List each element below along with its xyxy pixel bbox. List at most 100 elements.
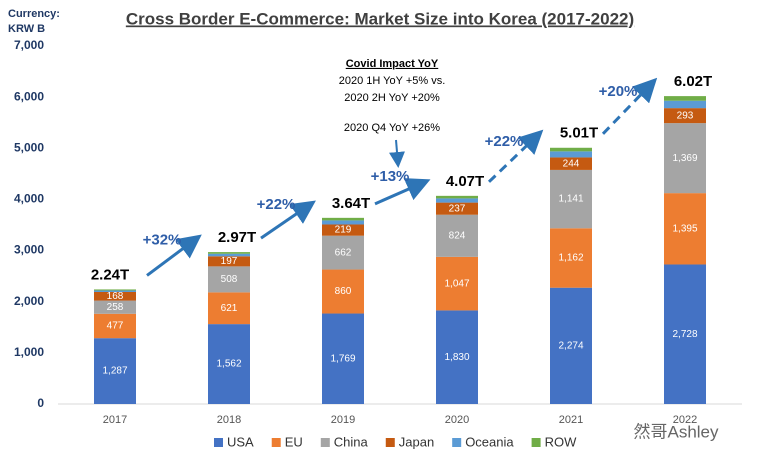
y-tick-label: 5,000 — [14, 140, 44, 154]
note-line: 2020 2H YoY +20% — [344, 92, 440, 104]
total-label: 2.97T — [218, 229, 256, 246]
bar-segment — [436, 195, 478, 199]
legend-swatch — [320, 438, 330, 447]
growth-label: +13% — [371, 168, 410, 185]
growth-arrow — [487, 129, 544, 183]
note-line: 2020 1H YoY +5% vs. — [339, 75, 446, 87]
value-label: 1,830 — [444, 352, 469, 363]
value-label: 508 — [221, 274, 238, 285]
value-label: 293 — [677, 110, 694, 121]
bar-segment — [664, 193, 706, 265]
x-tick-label: 2018 — [217, 414, 241, 426]
bar-segment — [322, 220, 364, 225]
growth-label: +32% — [143, 232, 182, 249]
legend-label: USA — [227, 434, 254, 449]
value-label: 860 — [335, 286, 352, 297]
growth-arrow — [601, 77, 658, 135]
value-label: 477 — [107, 321, 124, 332]
x-tick-label: 2022 — [673, 414, 697, 426]
total-label: 4.07T — [446, 173, 484, 190]
value-label: 621 — [221, 303, 238, 314]
y-tick-label: 3,000 — [14, 243, 44, 257]
note-arrow — [389, 139, 405, 168]
x-tick-label: 2020 — [445, 414, 469, 426]
value-label: 258 — [107, 302, 124, 313]
bar-segment — [208, 253, 250, 257]
y-tick-label: 4,000 — [14, 192, 44, 206]
bar-segment — [664, 264, 706, 404]
bar-segment — [208, 252, 250, 254]
legend-swatch — [271, 438, 281, 447]
value-label: 1,047 — [444, 278, 469, 289]
bar-segment — [550, 169, 592, 229]
bar-segment — [322, 235, 364, 270]
growth-arrow — [374, 178, 431, 206]
bar-segment — [208, 292, 250, 325]
value-label: 237 — [449, 203, 466, 214]
y-axis-label: KRW B — [8, 23, 45, 35]
growth-label: +22% — [485, 133, 524, 150]
bar-segment — [94, 291, 136, 301]
value-label: 1,162 — [558, 253, 583, 264]
bar-segment — [664, 100, 706, 109]
y-tick-label: 2,000 — [14, 294, 44, 308]
x-tick-label: 2019 — [331, 414, 355, 426]
legend-label: Oceania — [465, 434, 514, 449]
bar-segment — [436, 202, 478, 215]
legend-swatch — [214, 438, 223, 447]
value-label: 244 — [563, 158, 580, 169]
bar-segment — [550, 157, 592, 170]
bar-segment — [664, 96, 706, 101]
value-label: 1,369 — [672, 153, 697, 164]
bar-segment — [94, 300, 136, 314]
value-label: 1,141 — [558, 194, 583, 205]
bar-segment — [436, 256, 478, 311]
value-label: 219 — [335, 225, 352, 236]
growth-arrow — [260, 200, 316, 240]
x-tick-label: 2021 — [559, 414, 583, 426]
y-tick-label: 0 — [37, 396, 44, 410]
total-label: 3.64T — [332, 195, 370, 212]
growth-arrow — [146, 234, 202, 277]
note-line: 2020 Q4 YoY +26% — [344, 122, 440, 134]
growth-label: +22% — [257, 196, 296, 213]
legend-label: EU — [285, 434, 303, 449]
bar-segment — [664, 108, 706, 124]
bar-segment — [550, 287, 592, 404]
bar-segment — [550, 147, 592, 152]
bar-segment — [436, 310, 478, 404]
value-label: 2,728 — [672, 329, 697, 340]
total-label: 5.01T — [560, 125, 598, 142]
value-label: 1,287 — [102, 366, 127, 377]
bar-segment — [94, 290, 136, 292]
growth-label: +20% — [599, 83, 638, 100]
total-label: 2.24T — [91, 266, 129, 283]
value-label: 197 — [221, 256, 238, 267]
note-title: Covid Impact YoY — [346, 58, 439, 70]
chart-title: Cross Border E-Commerce: Market Size int… — [126, 9, 634, 28]
bar-segment — [436, 198, 478, 203]
legend-swatch — [385, 438, 395, 447]
bar-segment — [94, 338, 136, 404]
bar-segment — [322, 224, 364, 236]
legend-label: ROW — [545, 434, 578, 449]
legend-swatch — [531, 438, 541, 447]
bar-segment — [664, 123, 706, 194]
y-tick-label: 1,000 — [14, 345, 44, 359]
bar-segment — [550, 151, 592, 158]
bar-segment — [94, 313, 136, 339]
value-label: 168 — [107, 291, 124, 302]
legend-label: China — [334, 434, 369, 449]
value-label: 1,395 — [672, 223, 697, 234]
bar-segment — [322, 269, 364, 314]
y-axis-label: Currency: — [8, 8, 60, 20]
value-label: 1,769 — [330, 353, 355, 364]
bar-segment — [322, 217, 364, 221]
bar-segment — [322, 313, 364, 404]
bar-segment — [94, 289, 136, 291]
value-label: 824 — [449, 230, 466, 241]
value-label: 1,562 — [216, 359, 241, 370]
value-label: 662 — [335, 247, 352, 258]
bar-segment — [550, 228, 592, 288]
